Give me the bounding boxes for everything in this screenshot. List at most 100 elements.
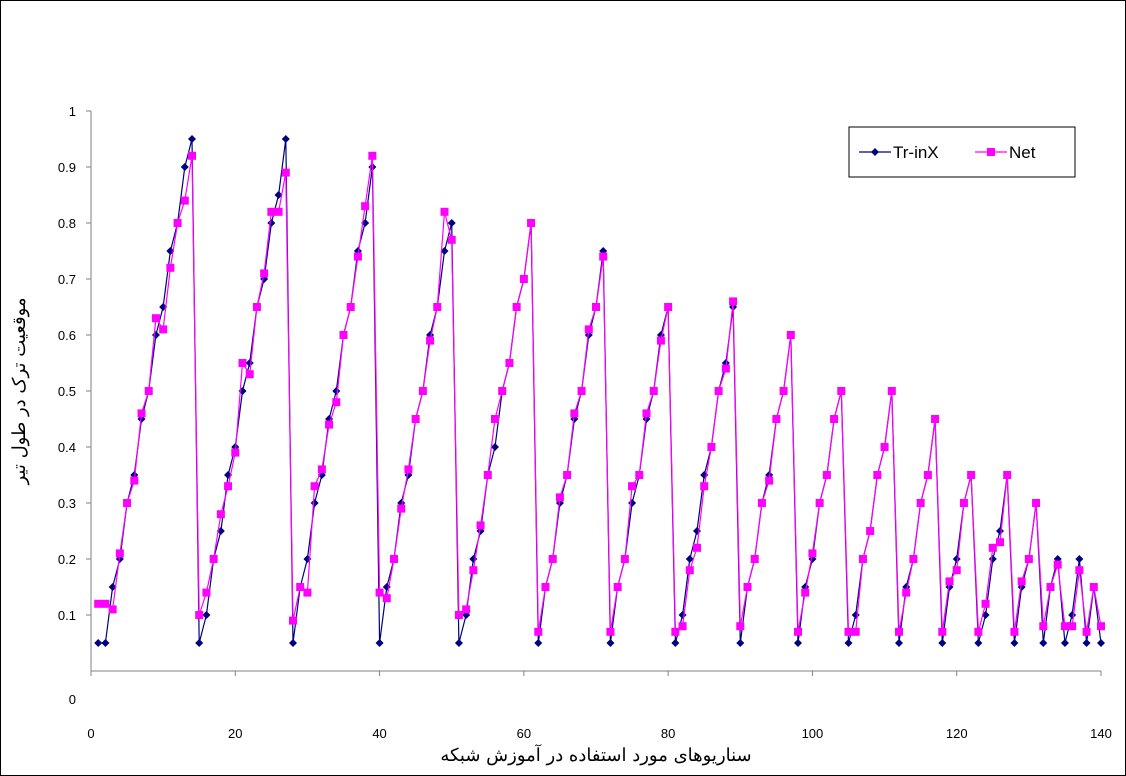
data-point — [252, 303, 261, 311]
data-point — [224, 482, 233, 491]
data-point — [1089, 583, 1098, 591]
series-net — [94, 151, 1105, 636]
data-point — [180, 196, 189, 205]
data-point — [931, 415, 940, 423]
data-point — [418, 387, 427, 395]
data-point — [794, 639, 802, 647]
data-point — [887, 387, 896, 395]
data-point — [1075, 566, 1084, 575]
data-point — [1075, 555, 1084, 563]
data-point — [505, 359, 514, 367]
data-point — [151, 331, 160, 339]
data-point — [433, 303, 442, 311]
data-point — [245, 359, 254, 367]
data-point — [332, 398, 341, 407]
data-point — [873, 471, 882, 479]
data-point — [1017, 577, 1026, 586]
data-point — [685, 555, 694, 563]
data-point — [310, 499, 319, 507]
x-tick-label: 60 — [517, 726, 531, 741]
x-tick-label: 100 — [802, 726, 824, 741]
data-point — [527, 219, 536, 227]
y-tick-label: 0.9 — [58, 160, 76, 175]
data-point — [209, 555, 218, 563]
data-point — [714, 387, 723, 395]
data-point — [721, 364, 730, 373]
data-point — [635, 471, 644, 479]
data-point — [289, 616, 297, 625]
data-point — [1082, 627, 1091, 636]
data-point — [902, 588, 911, 597]
x-tick-label: 80 — [661, 726, 675, 741]
data-point — [332, 387, 341, 395]
data-point — [895, 639, 903, 647]
data-point — [851, 611, 860, 619]
data-point — [945, 577, 954, 586]
data-point — [346, 303, 355, 311]
data-point — [642, 409, 651, 418]
data-point — [801, 588, 810, 597]
data-point — [678, 622, 687, 631]
data-point — [671, 639, 680, 647]
data-point — [440, 247, 449, 255]
data-point — [620, 555, 629, 563]
data-point — [555, 493, 564, 502]
data-point — [411, 415, 420, 423]
x-tick-label: 120 — [946, 726, 968, 741]
legend-item: Tr-inX — [859, 143, 939, 162]
data-point — [606, 639, 615, 647]
data-point — [108, 583, 117, 591]
data-point — [830, 415, 839, 423]
data-point — [339, 331, 348, 339]
data-point — [94, 639, 103, 647]
data-point — [1024, 555, 1033, 563]
data-point — [353, 252, 362, 261]
legend-marker — [871, 148, 879, 156]
data-point — [375, 639, 384, 647]
legend-item: Net — [975, 143, 1036, 162]
data-point — [469, 566, 478, 575]
legend-label: Net — [1009, 143, 1036, 162]
data-point — [866, 527, 875, 535]
data-point — [772, 415, 781, 423]
data-point — [195, 639, 204, 647]
data-point — [794, 627, 802, 636]
data-point — [188, 135, 196, 143]
data-point — [563, 471, 572, 479]
data-point — [815, 499, 824, 507]
data-point — [375, 588, 384, 597]
data-point — [260, 269, 269, 278]
data-point — [988, 543, 997, 552]
data-point — [101, 599, 110, 608]
y-tick-label: 0.2 — [58, 552, 76, 567]
data-point — [729, 297, 738, 306]
data-point — [1068, 611, 1077, 619]
series-layer — [94, 135, 1105, 647]
data-point — [245, 370, 254, 379]
data-point — [765, 476, 774, 485]
data-point — [1046, 583, 1055, 591]
data-point — [166, 263, 175, 272]
data-point — [541, 583, 550, 591]
data-point — [1032, 499, 1041, 507]
data-point — [188, 151, 196, 160]
data-point — [613, 583, 622, 591]
data-point — [685, 566, 694, 575]
legend-items: Tr-inX Net — [859, 143, 1036, 162]
data-point — [938, 627, 947, 636]
data-point — [938, 639, 947, 647]
data-point — [1010, 639, 1019, 647]
data-point — [909, 555, 918, 563]
data-point — [325, 420, 334, 429]
data-point — [988, 555, 997, 563]
data-point — [115, 549, 124, 558]
data-point — [303, 588, 312, 597]
data-point — [447, 219, 456, 227]
data-point — [1060, 639, 1069, 647]
data-point — [707, 443, 716, 451]
data-point — [296, 583, 305, 591]
data-point — [238, 359, 247, 367]
data-point — [822, 471, 831, 479]
data-point — [202, 611, 211, 619]
y-axis-title: موقعیت ترک در طول تیر — [9, 297, 30, 485]
